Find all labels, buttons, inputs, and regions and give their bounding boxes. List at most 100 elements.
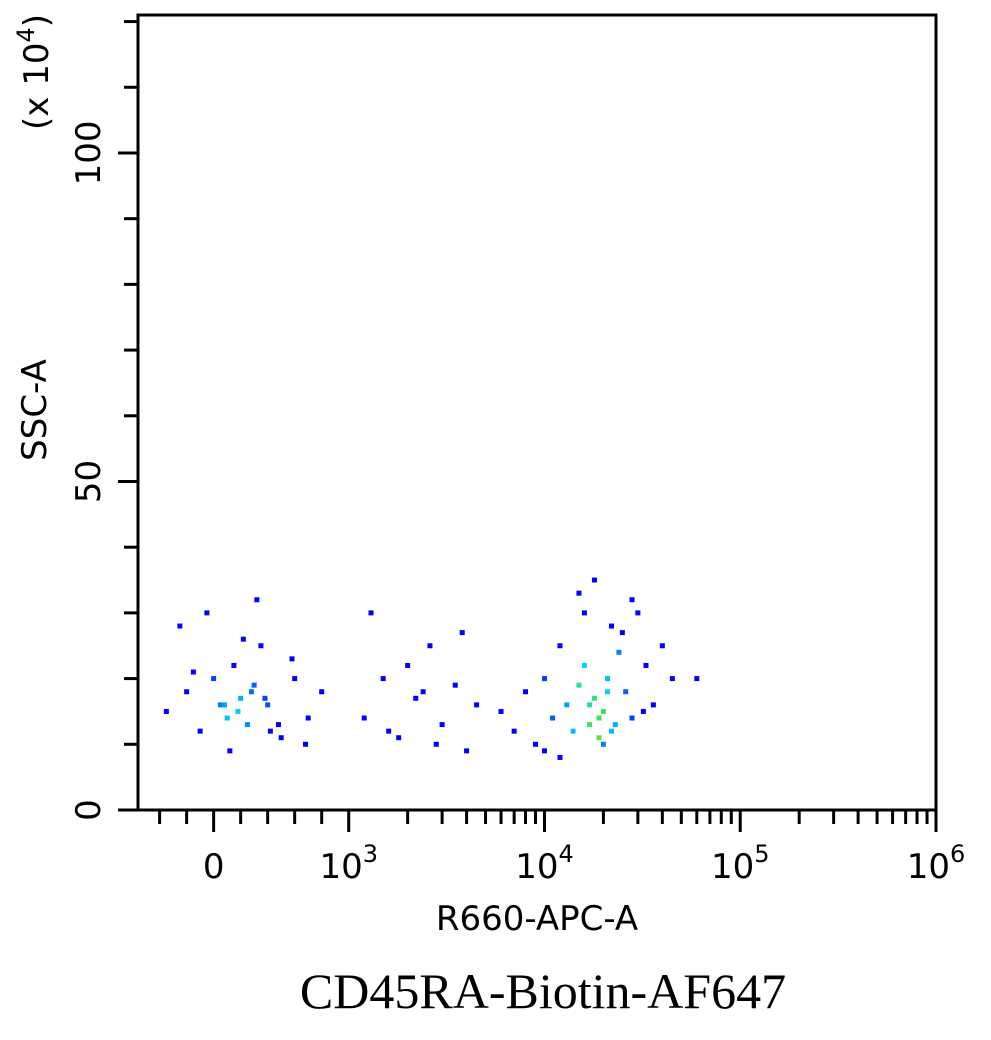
event-point: [368, 610, 374, 616]
event-point: [640, 708, 646, 714]
y-axis-label: SSC-A: [15, 359, 55, 461]
event-point: [267, 728, 273, 734]
event-point: [197, 728, 203, 734]
event-point: [217, 702, 223, 708]
x-tick-base: 10: [907, 847, 950, 887]
event-point: [244, 722, 250, 728]
x-tick-exponent: 3: [363, 840, 378, 868]
event-point: [635, 610, 641, 616]
event-point: [570, 728, 576, 734]
event-point: [292, 676, 298, 682]
event-point: [289, 656, 295, 662]
event-point: [420, 689, 426, 695]
event-point: [616, 649, 622, 655]
event-point: [380, 676, 386, 682]
event-point: [231, 662, 237, 668]
x-tick-label: 104: [515, 840, 574, 887]
event-point: [238, 695, 244, 701]
event-point: [305, 715, 311, 721]
event-point: [439, 722, 445, 728]
event-point: [550, 715, 556, 721]
event-point: [541, 748, 547, 754]
event-point: [275, 722, 281, 728]
x-tick-base: 10: [515, 847, 558, 887]
event-point: [361, 715, 367, 721]
event-point: [576, 682, 582, 688]
event-point: [396, 735, 402, 741]
event-point: [659, 643, 665, 649]
event-point: [254, 597, 260, 603]
event-point: [278, 735, 284, 741]
event-point: [581, 610, 587, 616]
event-point: [623, 689, 629, 695]
event-point: [600, 708, 606, 714]
event-point: [427, 643, 433, 649]
event-point: [227, 748, 233, 754]
event-point: [163, 708, 169, 714]
event-point: [612, 722, 618, 728]
event-point: [587, 702, 593, 708]
event-point: [464, 748, 470, 754]
event-point: [629, 597, 635, 603]
event-point: [564, 702, 570, 708]
event-point: [591, 695, 597, 701]
x-tick-label: 103: [319, 840, 378, 887]
event-point: [211, 676, 217, 682]
event-point: [262, 695, 268, 701]
event-point: [609, 728, 615, 734]
event-point: [302, 741, 308, 747]
event-point: [596, 735, 602, 741]
event-point: [240, 636, 246, 642]
y-scale-text: (x 10: [17, 43, 57, 130]
y-scale-exponent: 4: [12, 27, 40, 42]
event-point: [581, 662, 587, 668]
event-point: [511, 728, 517, 734]
event-point: [319, 689, 325, 695]
event-point: [498, 708, 504, 714]
x-tick-label: 106: [907, 840, 966, 887]
event-point: [190, 669, 196, 675]
event-point: [452, 682, 458, 688]
event-point: [619, 630, 625, 636]
event-point: [669, 676, 675, 682]
event-point: [258, 643, 264, 649]
x-tick-base: 10: [711, 847, 754, 887]
x-tick-label: 0: [203, 847, 225, 887]
event-point: [609, 623, 615, 629]
x-axis-label: R660-APC-A: [436, 899, 638, 939]
event-point: [596, 715, 602, 721]
event-point: [643, 662, 649, 668]
event-point: [433, 741, 439, 747]
event-point: [474, 702, 480, 708]
event-point: [523, 689, 529, 695]
event-point: [459, 630, 465, 636]
event-point: [405, 662, 411, 668]
y-scale-label: (x 104): [12, 14, 57, 130]
event-point: [587, 722, 593, 728]
event-point: [204, 610, 210, 616]
event-point: [386, 728, 392, 734]
event-point: [629, 715, 635, 721]
y-tick-label: 100: [69, 121, 109, 186]
event-point: [605, 689, 611, 695]
event-point: [221, 702, 227, 708]
y-tick-label: 50: [69, 460, 109, 503]
event-point: [605, 676, 611, 682]
event-point: [251, 682, 257, 688]
caption: CD45RA-Biotin-AF647: [300, 963, 786, 1019]
event-point: [224, 715, 230, 721]
event-point: [541, 676, 547, 682]
event-point: [265, 702, 271, 708]
event-point: [600, 741, 606, 747]
x-tick-label: 105: [711, 840, 770, 887]
event-point: [235, 708, 241, 714]
event-point: [591, 577, 597, 583]
event-point: [248, 689, 254, 695]
event-point: [650, 702, 656, 708]
event-point: [557, 643, 563, 649]
event-point: [184, 689, 190, 695]
event-point: [576, 590, 582, 596]
x-tick-exponent: 4: [558, 840, 573, 868]
event-point: [533, 741, 539, 747]
